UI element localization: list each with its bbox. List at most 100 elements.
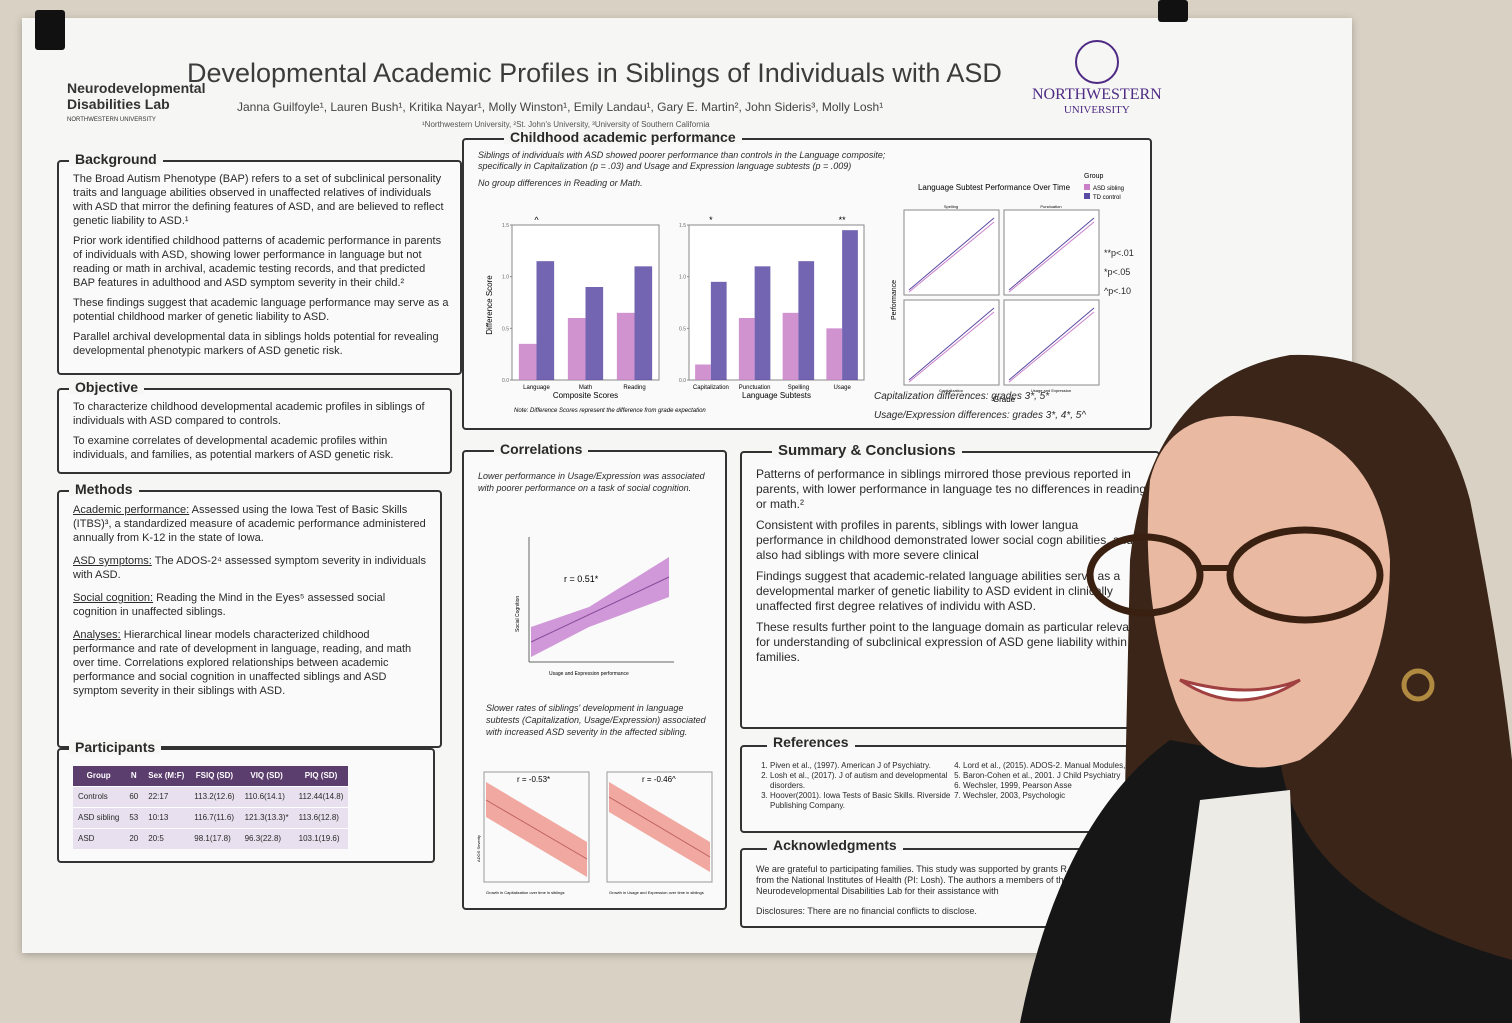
y-tick-label: 0.5 xyxy=(502,326,509,332)
plot-frame xyxy=(483,771,590,883)
legend-swatch xyxy=(1084,193,1090,199)
bullet-list: The Broad Autism Phenotype (BAP) refers … xyxy=(73,172,450,358)
bar xyxy=(754,266,771,380)
table-cell: 110.6(14.1) xyxy=(239,786,294,808)
reference: Losh et al., (2017). J of autism and dev… xyxy=(770,771,955,791)
method-term: Academic performance: xyxy=(73,504,190,516)
background-section: Background The Broad Autism Phenotype (B… xyxy=(57,152,462,375)
bullet: No group differences in Reading or Math. xyxy=(478,178,643,188)
face xyxy=(1147,416,1390,768)
bar xyxy=(782,312,799,380)
x-axis-label: Grade xyxy=(993,395,1016,404)
table-cell: 20 xyxy=(124,828,144,849)
table-cell: 121.3(13.3)* xyxy=(239,807,294,829)
table-cell: 20:5 xyxy=(143,828,190,849)
table-cell: 96.3(22.8) xyxy=(239,828,294,849)
table-cell: 10:13 xyxy=(143,807,190,829)
bullet: Lower performance in Usage/Expression wa… xyxy=(478,471,705,493)
y-tick-label: 1.5 xyxy=(502,223,509,229)
table-cell: ASD xyxy=(73,828,125,849)
glasses-lens xyxy=(1226,526,1384,624)
y-tick-label: 1.5 xyxy=(679,223,686,229)
axis-label: Growth in Usage and Expression over time… xyxy=(609,890,704,895)
trajectory-chart: Language Subtest Performance Over Time Gr… xyxy=(891,173,1124,404)
reference-list: Piven et al., (1997). American J of Psyc… xyxy=(756,761,1148,811)
section-title: Background xyxy=(69,152,163,166)
bullet: ^p<.10 xyxy=(1104,286,1131,296)
bullet: Capitalization differences: grades 3*, 5… xyxy=(874,391,1050,402)
bullet: Siblings of individuals with ASD showed … xyxy=(478,150,886,171)
lab-university: NORTHWESTERN UNIVERSITY xyxy=(67,117,156,123)
acknowledgments-text: We are grateful to participating familie… xyxy=(756,864,1129,896)
y-axis-label: Difference Score xyxy=(485,275,494,335)
table-cell: 60 xyxy=(124,786,144,808)
trend-line xyxy=(908,307,995,381)
chart-title: Language Subtest Performance Over Time xyxy=(918,183,1071,192)
table-cell: 22:17 xyxy=(143,786,190,808)
reference: Wechsler, 1999, Pearson Asse xyxy=(963,781,1148,791)
header-cell: Sex (M:F) xyxy=(143,766,190,787)
x-tick-label: Punctuation xyxy=(739,385,771,391)
x-tick-label: Capitalization xyxy=(693,385,729,391)
glasses-lens xyxy=(1086,533,1204,617)
trend-line xyxy=(908,217,995,291)
bullet-list: Patterns of performance in siblings mirr… xyxy=(756,467,1148,665)
legend-label: TD control xyxy=(1093,195,1121,201)
table-cell: ASD sibling xyxy=(73,807,125,829)
reference: Lord et al., (2015). ADOS-2. Manual Modu… xyxy=(963,761,1148,771)
poster: Neurodevelopmental Disabilities Lab NORT… xyxy=(22,18,1352,953)
header-cell: Group xyxy=(73,766,125,787)
method-text: Reading the Mind in the Eyes⁵ assessed s… xyxy=(73,592,386,618)
bullet: Parallel archival developmental data in … xyxy=(73,331,439,357)
bar xyxy=(567,318,586,380)
fit-line xyxy=(530,576,670,643)
table-row: ASD 20 20:5 98.1(17.8) 96.3(22.8) 103.1(19.6) xyxy=(73,828,349,849)
participants-table: Group N Sex (M:F) FSIQ (SD) VIQ (SD) PIQ (SD)… xyxy=(73,766,349,849)
panel-label: Capitalization xyxy=(939,388,963,393)
axis-label: Growth in Capitalization over time in si… xyxy=(486,890,564,895)
lab-name: Neurodevelopmental Disabilities Lab xyxy=(67,80,206,112)
section-title: Objective xyxy=(69,380,145,394)
bullet: **p<.01 xyxy=(1104,248,1134,258)
legend-swatch xyxy=(1084,184,1090,190)
method-term: ASD symptoms: xyxy=(73,555,152,567)
bullet: *p<.05 xyxy=(1104,267,1131,277)
shirt xyxy=(1170,790,1300,1023)
significance-key: **p<.01 *p<.05 ^p<.10 xyxy=(1104,245,1134,304)
affiliations: ¹Northwestern University, ²St. John's Un… xyxy=(422,120,710,129)
section-title: Correlations xyxy=(494,442,589,456)
fit-line xyxy=(608,796,711,858)
bar xyxy=(826,328,843,380)
table-cell: 113.6(12.8) xyxy=(293,807,349,829)
table-cell: 116.7(11.6) xyxy=(189,807,240,829)
correlations-section: Correlations Lower performance in Usage/… xyxy=(462,442,727,910)
plot-frame xyxy=(606,771,713,883)
bullet: Prior work identified childhood patterns… xyxy=(73,235,442,289)
header-cell: PIQ (SD) xyxy=(293,766,349,787)
bar xyxy=(695,364,711,380)
table-row: Controls 60 22:17 113.2(12.6) 110.6(14.1) 112… xyxy=(73,786,349,808)
bullet: Consistent with profiles in parents, sib… xyxy=(756,518,1133,562)
y-tick-label: 0.0 xyxy=(502,378,509,384)
bar xyxy=(585,287,604,380)
legend-title: Group xyxy=(1084,173,1104,180)
trend-line xyxy=(1008,307,1095,381)
bullet-list: To characterize childhood developmental … xyxy=(73,400,440,462)
method-text: Assessed using the Iowa Test of Basic Sk… xyxy=(73,504,426,544)
bar xyxy=(738,318,755,380)
reference: Baron-Cohen et al., 2001. J Child Psychi… xyxy=(963,771,1148,781)
references-section: References Piven et al., (1997). America… xyxy=(740,735,1160,833)
panel-label: Spelling xyxy=(944,204,958,209)
x-tick-label: Math xyxy=(579,385,592,391)
participants-section: Participants Group N Sex (M:F) FSIQ (SD) VIQ… xyxy=(57,740,435,863)
method-item: ASD symptoms: The ADOS-2⁴ assessed sympt… xyxy=(73,554,430,582)
significance-marker: ^ xyxy=(534,215,539,225)
header-row: Group N Sex (M:F) FSIQ (SD) VIQ (SD) PIQ (SD) xyxy=(73,766,349,787)
bullet: To characterize childhood developmental … xyxy=(73,401,425,427)
bullet: Slower rates of siblings' development in… xyxy=(486,703,706,737)
university-name: UNIVERSITY xyxy=(1063,104,1130,116)
bar xyxy=(710,281,727,380)
bullet: Patterns of performance in siblings mirr… xyxy=(756,467,1147,511)
performance-section: Childhood academic performance Siblings … xyxy=(462,130,1152,430)
